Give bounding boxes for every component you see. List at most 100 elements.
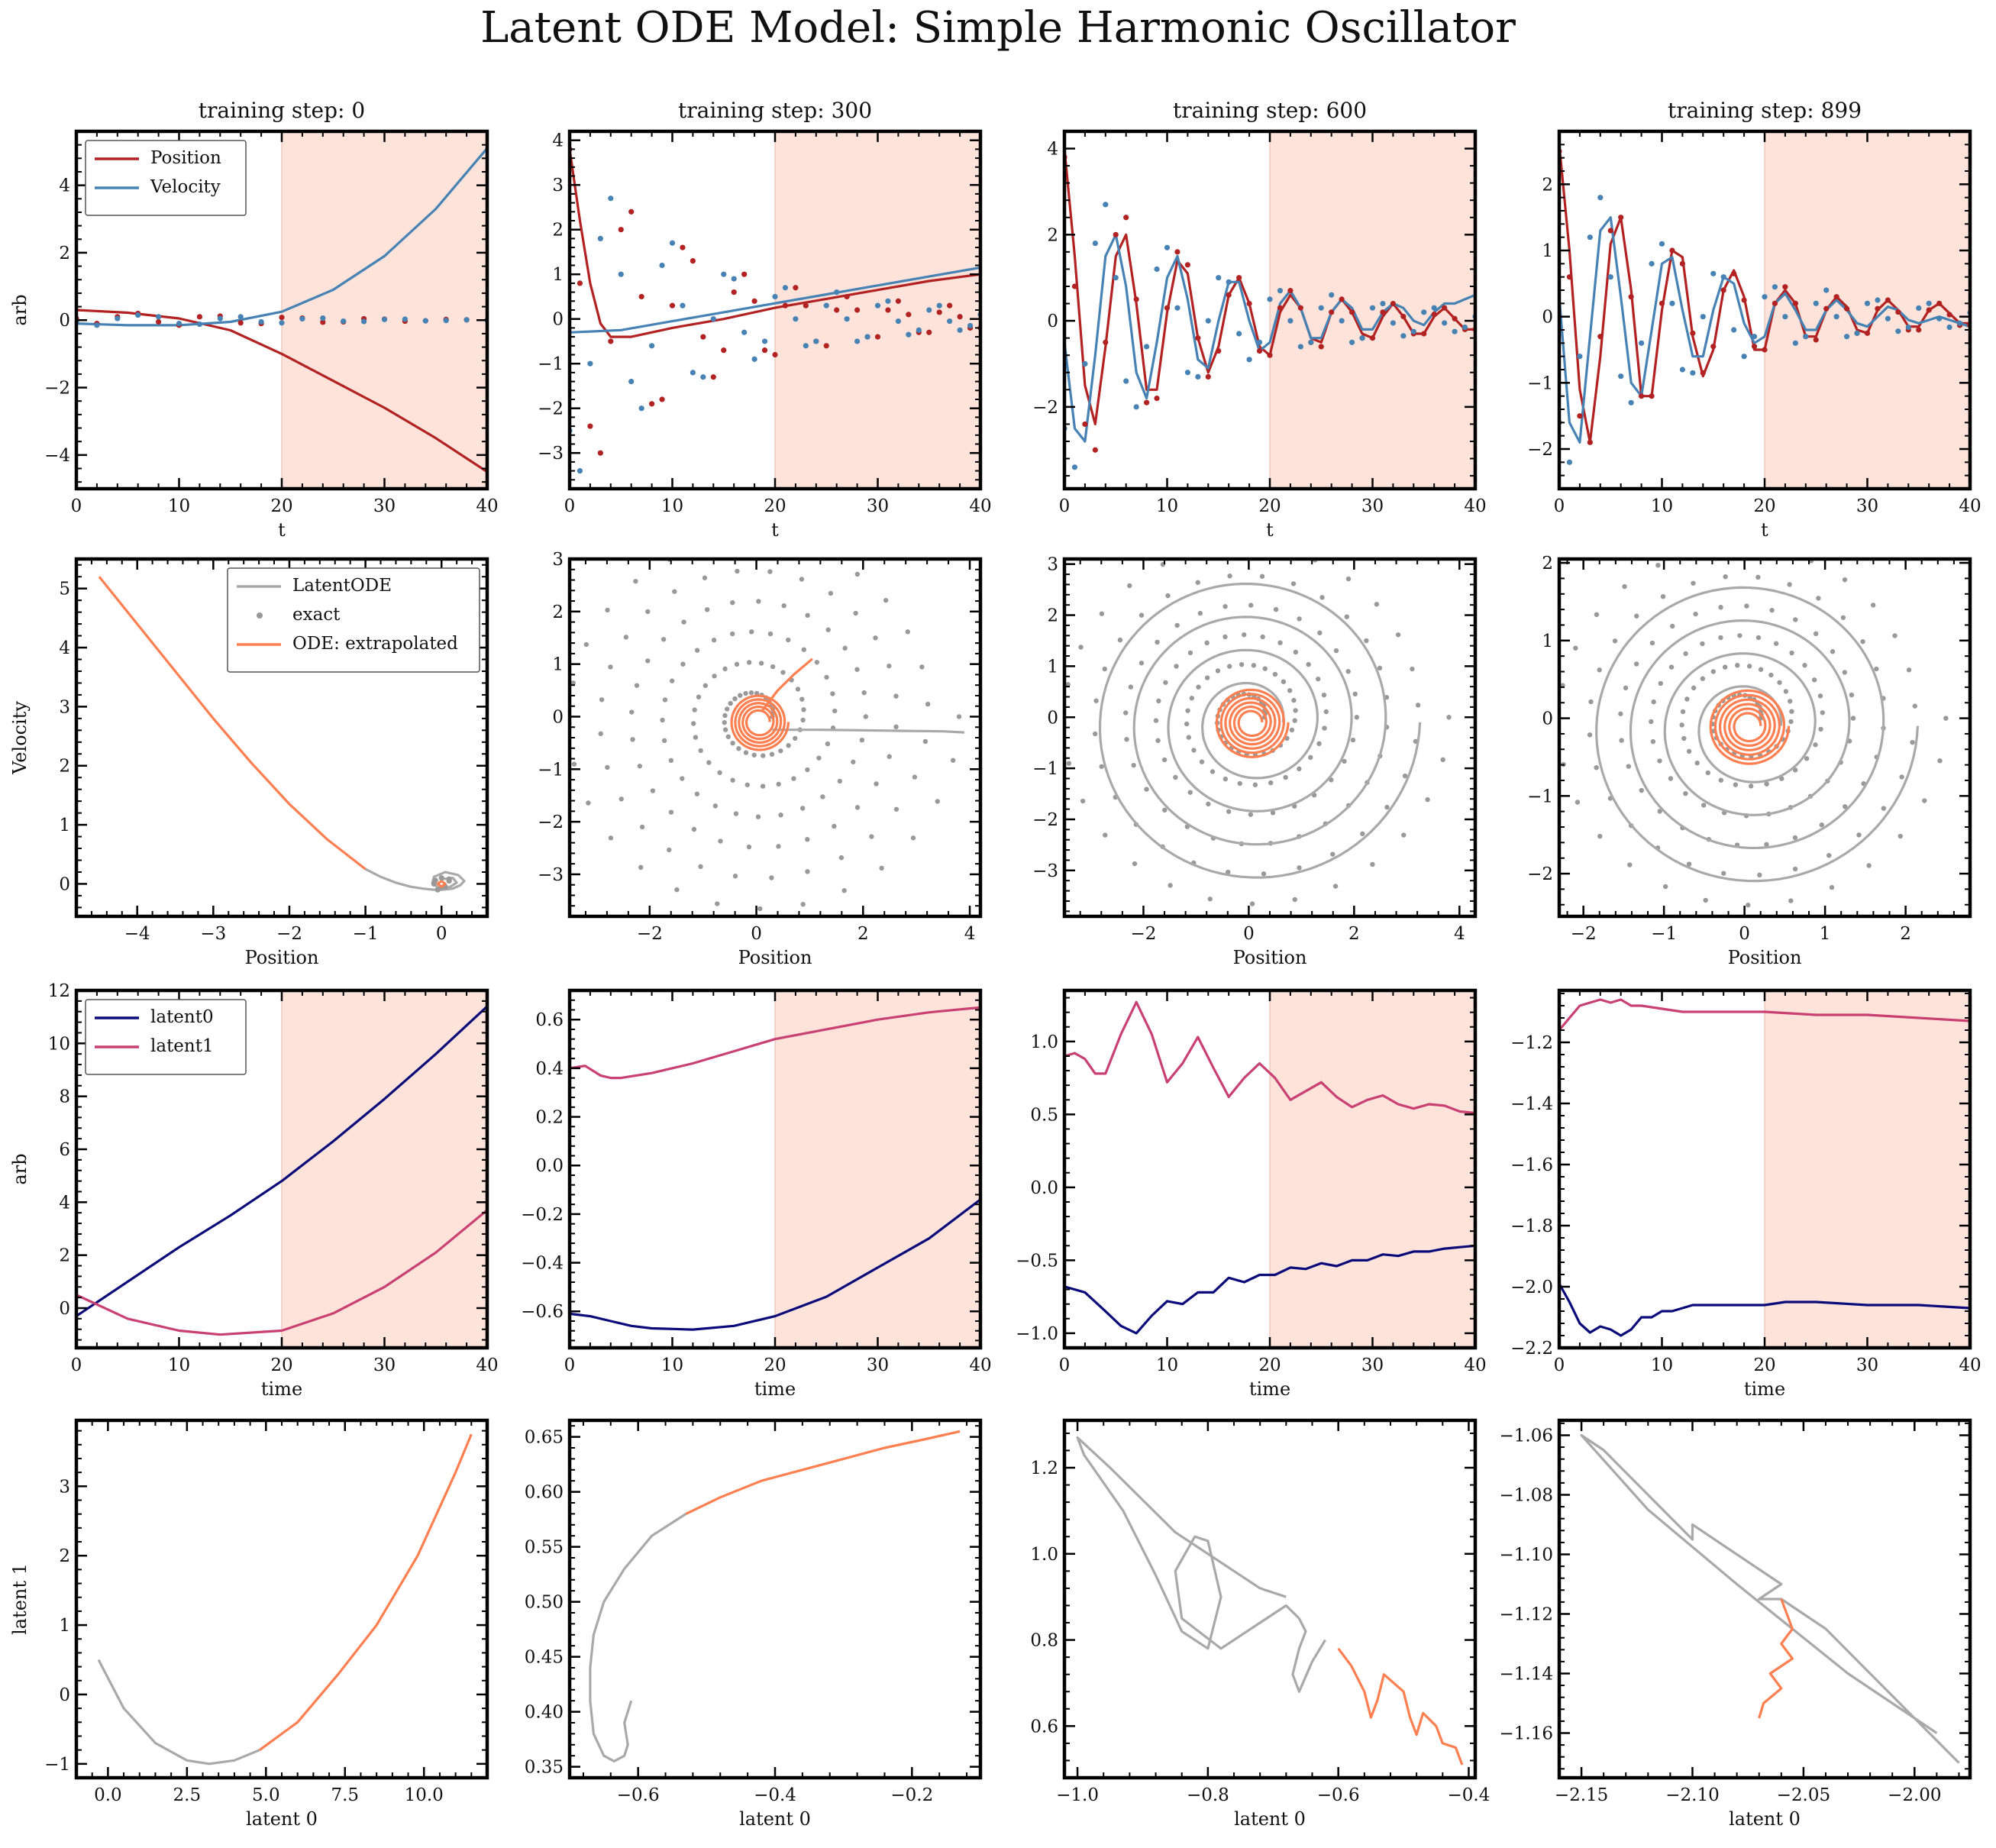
data-point: [669, 678, 675, 683]
data-point: [1802, 663, 1807, 668]
data-point: [1410, 666, 1415, 672]
data-point: [1811, 677, 1817, 683]
data-point: [1369, 305, 1376, 311]
data-point: [1248, 812, 1254, 817]
plot-area: [570, 1006, 980, 1331]
plot-area: [97, 1433, 473, 1766]
data-point: [874, 334, 881, 340]
y-tick-label: 0.40: [525, 1703, 564, 1723]
data-point: [1400, 313, 1407, 320]
data-point: [1117, 637, 1123, 643]
data-point: [769, 751, 775, 757]
data-point: [1185, 708, 1190, 713]
ticks: [1063, 990, 1477, 1349]
panel-r1c2: −2 0 2 4 −3 −2 −1 0 1 2 3 Position: [1032, 555, 1478, 968]
y-tick-label: −1.0: [1016, 1324, 1058, 1344]
data-point: [1703, 897, 1708, 903]
data-point: [1349, 339, 1355, 345]
data-point: [639, 824, 645, 830]
data-point: [1777, 680, 1782, 685]
x-tick-label: 0: [564, 1355, 576, 1375]
data-point: [1113, 275, 1119, 281]
x-tick-label: −0.4: [754, 1785, 796, 1805]
ticks: [1559, 559, 1970, 916]
data-point: [94, 322, 100, 328]
data-point: [1813, 742, 1818, 748]
data-point: [1746, 664, 1752, 669]
data-point: [629, 709, 635, 715]
data-point: [1297, 766, 1302, 772]
data-point: [1277, 640, 1283, 645]
extrapolation-region: [281, 990, 488, 1349]
y-tick-label: 4: [59, 176, 70, 196]
y-tick-label: 0.50: [525, 1593, 564, 1613]
data-point: [823, 302, 829, 309]
data-point: [725, 734, 732, 739]
data-point: [1249, 901, 1255, 906]
data-point: [1755, 574, 1761, 580]
data-point: [1199, 759, 1205, 764]
data-point: [1607, 274, 1613, 280]
data-point: [1597, 833, 1603, 839]
data-point: [722, 712, 728, 719]
data-point: [1350, 737, 1356, 743]
y-tick-label: 2: [59, 244, 70, 263]
data-point: [1718, 777, 1724, 783]
line-series-2: [1709, 689, 1791, 765]
y-tick-label: 0: [1047, 312, 1058, 331]
data-point: [1165, 593, 1171, 599]
data-point: [628, 208, 635, 215]
data-point: [258, 318, 264, 325]
axes-frame: [1557, 557, 1972, 919]
data-point: [1318, 344, 1324, 350]
x-tick-label: 7.5: [331, 1785, 359, 1805]
y-tick-label: 3: [552, 550, 564, 570]
data-point: [1144, 399, 1150, 405]
data-point: [885, 307, 891, 313]
data-point: [1748, 783, 1754, 789]
data-point: [1380, 309, 1386, 315]
data-point: [1793, 617, 1798, 622]
legend-marker: [257, 612, 263, 619]
data-point: [1283, 774, 1288, 780]
y-tick-label: −2: [44, 379, 70, 399]
panel-title: training step: 899: [1668, 98, 1862, 123]
data-point: [832, 823, 837, 829]
data-point: [821, 552, 825, 557]
data-point: [1926, 307, 1932, 313]
panel-r0c3: 0 10 20 30 40 −2 −1 0 1 2 training step: 899 t: [1527, 98, 1981, 541]
data-point: [1679, 722, 1684, 728]
data-point: [825, 741, 831, 747]
line-series-2: [1337, 1647, 1464, 1766]
data-point: [1649, 393, 1655, 399]
y-tick-label: −3: [538, 865, 564, 885]
y-tick-label: −3: [1032, 861, 1058, 881]
data-point: [1594, 764, 1599, 771]
data-point: [1297, 305, 1303, 311]
x-tick-label: 20: [764, 1355, 786, 1375]
data-point: [1936, 315, 1943, 321]
data-point: [834, 307, 840, 313]
data-point: [680, 661, 686, 667]
data-point: [1216, 347, 1222, 354]
y-tick-label: −0.4: [521, 1254, 564, 1274]
data-point: [905, 629, 910, 635]
data-point: [668, 758, 674, 764]
data-point: [854, 307, 861, 313]
data-point: [694, 648, 700, 653]
x-tick-label: 1: [1820, 924, 1831, 944]
x-tick-label: 4: [964, 924, 976, 944]
data-point: [587, 360, 593, 367]
data-point: [756, 599, 761, 604]
y-tick-label: 6: [59, 1140, 70, 1160]
data-point: [1080, 798, 1086, 804]
data-point: [767, 631, 774, 637]
line-series-1: [76, 147, 487, 327]
x-tick-label: −2.15: [1555, 1785, 1608, 1805]
ticks: [1063, 131, 1477, 489]
data-point: [1174, 664, 1179, 669]
x-tick-label: 10: [1156, 1355, 1178, 1375]
y-tick-label: 2: [59, 757, 70, 777]
panel-r3c3: −2.15 −2.10 −2.05 −2.00 −1.16 −1.14 −1.12 −1.10…: [1500, 1418, 1972, 1830]
data-point: [1316, 676, 1321, 682]
